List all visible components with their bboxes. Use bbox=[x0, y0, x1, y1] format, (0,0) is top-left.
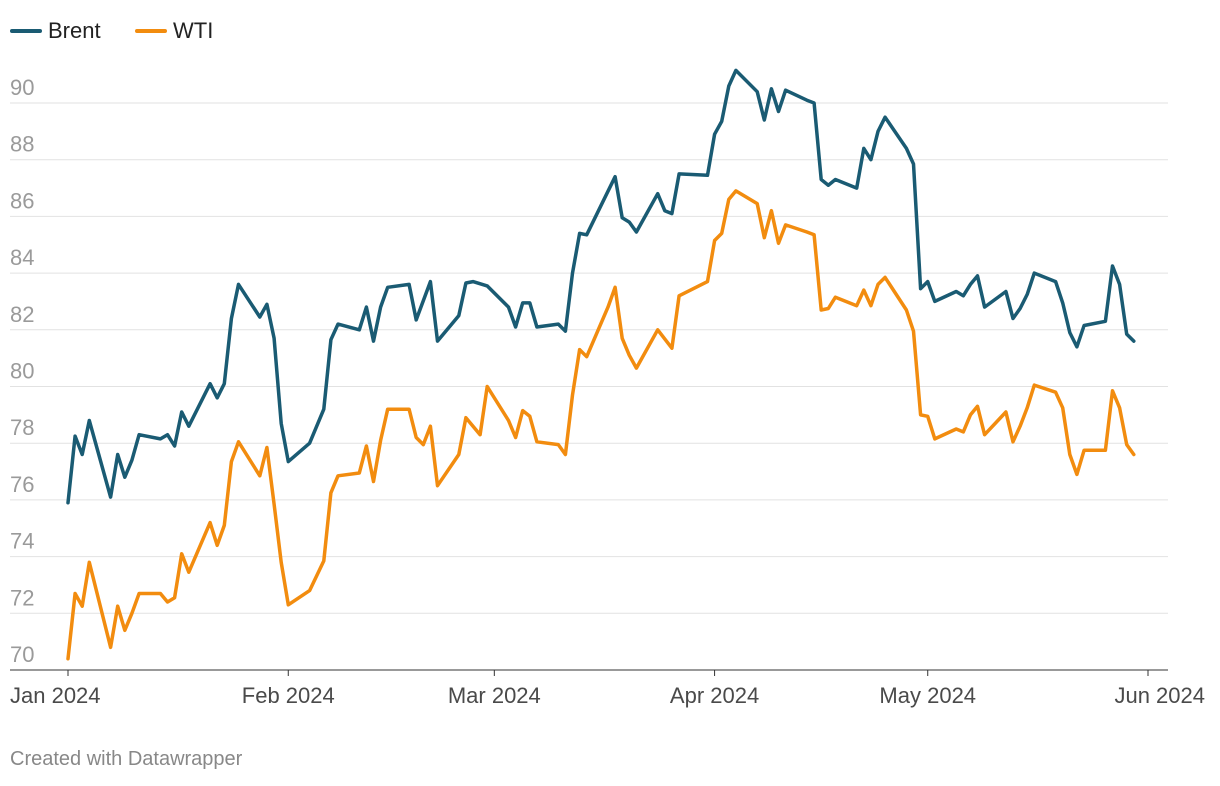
y-tick-label-78: 78 bbox=[10, 415, 34, 440]
y-tick-label-88: 88 bbox=[10, 132, 34, 157]
y-tick-label-70: 70 bbox=[10, 642, 34, 667]
y-tick-label-76: 76 bbox=[10, 472, 34, 497]
x-axis: Jan 2024 Feb 2024 Mar 2024 Apr 2024 May 2024… bbox=[10, 669, 1205, 708]
x-tick-label: Apr 2024 bbox=[670, 683, 759, 708]
series-line-wti bbox=[66, 189, 1136, 661]
x-tick-label: May 2024 bbox=[879, 683, 976, 708]
x-tick-label: Mar 2024 bbox=[448, 683, 541, 708]
gridlines bbox=[10, 102, 1168, 614]
y-tick-label-90: 90 bbox=[10, 75, 34, 100]
x-tick-label: Jan 2024 bbox=[10, 683, 101, 708]
y-tick-label-84: 84 bbox=[10, 245, 34, 270]
series-line-brent bbox=[66, 68, 1136, 505]
x-tick-label: Feb 2024 bbox=[242, 683, 335, 708]
series-lines bbox=[66, 68, 1136, 661]
x-tick-label: Jun 2024 bbox=[1114, 683, 1205, 708]
y-axis-ticks: 70 72 74 76 78 80 82 84 86 88 90 bbox=[10, 75, 34, 667]
legend-label-wti: WTI bbox=[173, 18, 213, 43]
y-tick-label-72: 72 bbox=[10, 585, 34, 610]
y-tick-label-74: 74 bbox=[10, 529, 34, 554]
legend: Brent WTI bbox=[10, 18, 213, 43]
footer-credit: Created with Datawrapper bbox=[10, 748, 243, 770]
y-tick-label-80: 80 bbox=[10, 359, 34, 384]
legend-label-brent: Brent bbox=[48, 18, 101, 43]
y-tick-label-82: 82 bbox=[10, 302, 34, 327]
y-tick-label-86: 86 bbox=[10, 188, 34, 213]
